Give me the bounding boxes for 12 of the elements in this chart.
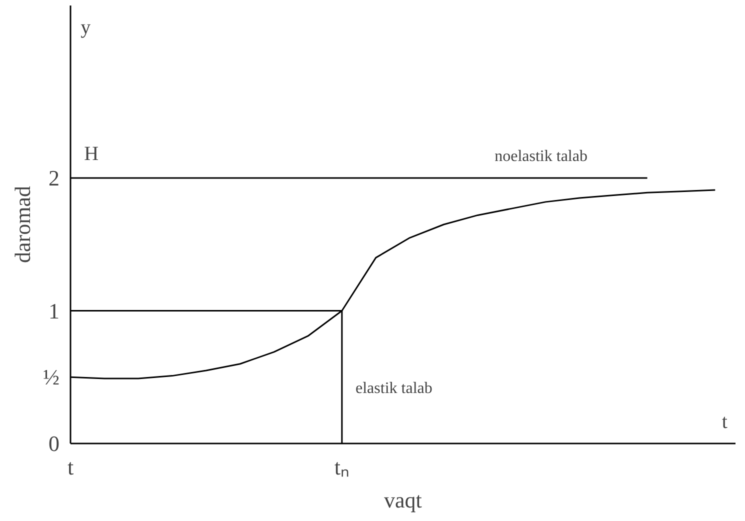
y-tick-label: 2 bbox=[48, 166, 60, 191]
x-tick-label: tₙ bbox=[334, 454, 350, 480]
annotation: y bbox=[80, 16, 91, 39]
y-tick-label: 1 bbox=[48, 298, 60, 324]
y-tick-label: 0 bbox=[48, 431, 60, 456]
annotation: t bbox=[722, 410, 728, 433]
annotation: noelastik talab bbox=[494, 148, 588, 165]
y-axis-title: daromad bbox=[10, 186, 35, 263]
annotation: elastik talab bbox=[356, 380, 432, 398]
y-tick-label: ½ bbox=[43, 364, 60, 390]
annotation: H bbox=[84, 142, 99, 165]
x-axis-title: vaqt bbox=[384, 488, 422, 512]
